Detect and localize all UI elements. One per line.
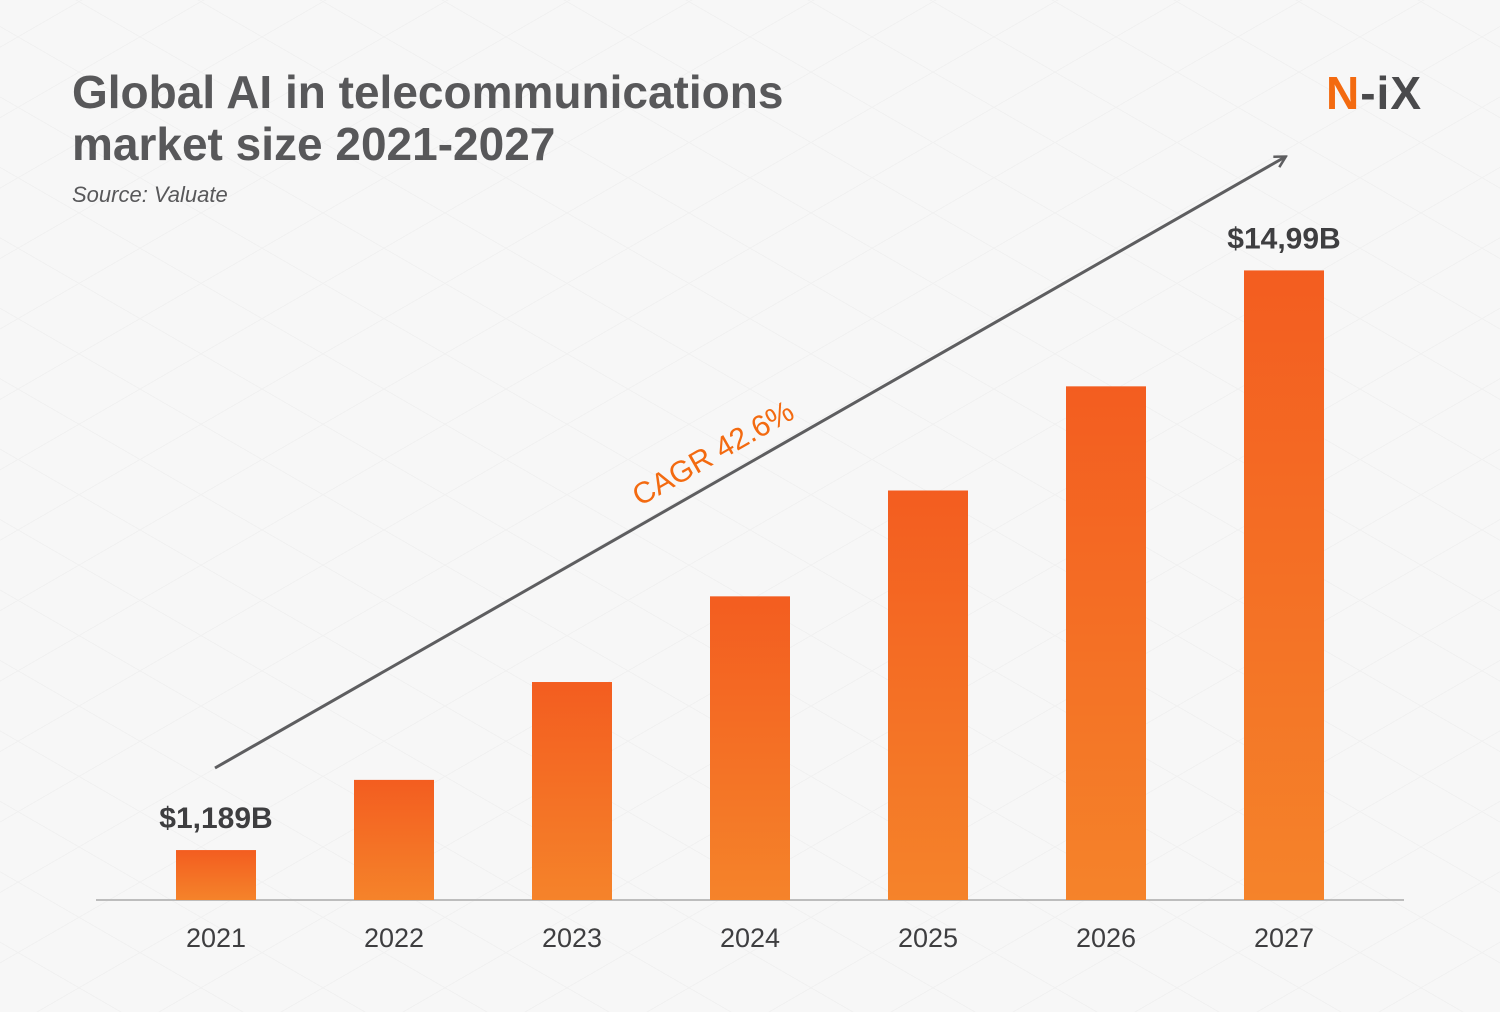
bar-2022 [354, 779, 434, 900]
bar-2025 [888, 490, 968, 900]
source-note: Source: Valuate [72, 182, 228, 207]
x-tick-label: 2025 [898, 923, 958, 953]
data-label: $1,189B [159, 802, 272, 835]
bar-2027 [1244, 270, 1324, 900]
bar-2023 [532, 682, 612, 900]
x-tick-label: 2023 [542, 923, 602, 953]
data-label: $14,99B [1227, 222, 1340, 255]
trend-arrow [214, 157, 1285, 770]
x-tick-label: 2021 [186, 923, 246, 953]
cagr-annotation: CAGR 42.6% [627, 395, 800, 513]
chart-title: Global AI in telecommunications market s… [72, 66, 784, 170]
x-tick-label: 2022 [364, 923, 424, 953]
bar-2021 [176, 850, 256, 900]
bar-2026 [1066, 386, 1146, 901]
bar-2024 [710, 596, 790, 900]
x-tick-label: 2026 [1076, 923, 1136, 953]
x-tick-label: 2024 [720, 923, 780, 953]
n-ix-logo: N-iX [1326, 67, 1423, 119]
x-tick-label: 2027 [1254, 923, 1314, 953]
